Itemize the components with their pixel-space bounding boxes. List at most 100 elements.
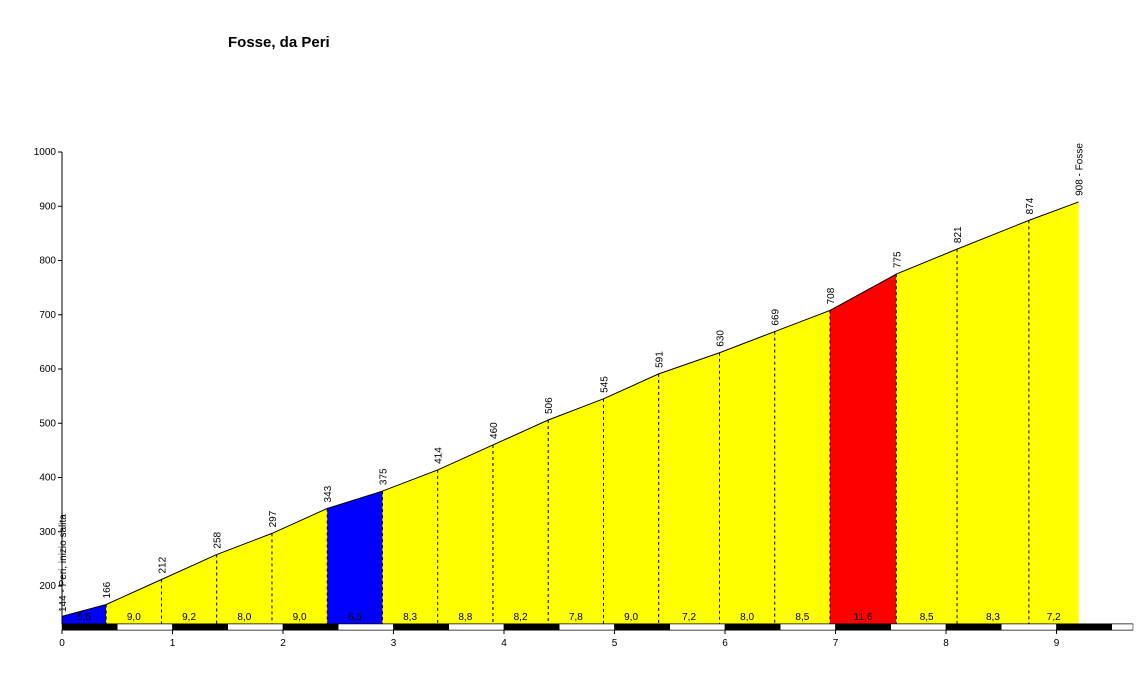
segment-fill bbox=[658, 352, 720, 624]
gradient-label: 9,0 bbox=[127, 612, 141, 623]
gradient-label: 8,5 bbox=[795, 612, 809, 623]
distance-scale-bar bbox=[172, 623, 228, 631]
x-tick-label: 2 bbox=[280, 638, 286, 649]
gradient-label: 9,2 bbox=[182, 612, 196, 623]
distance-scale-bar bbox=[61, 623, 118, 631]
gradient-labels: 5,5 9,0 9,2 8,0 9,0 6,5 8,3 8,8 8,2 7,8 9,0 7,2 8,0 8… bbox=[77, 612, 1061, 623]
gradient-label: 11,6 bbox=[854, 612, 873, 623]
y-tick-label: 1000 bbox=[34, 147, 57, 158]
distance-scale-bar bbox=[890, 623, 947, 631]
x-tick-label: 9 bbox=[1054, 638, 1060, 649]
axes: 200 300 400 500 600 700 800 900 1000 0 1 2 3 4 5 6 7 8 9 bbox=[34, 147, 1134, 649]
distance-scale-bar bbox=[945, 623, 1002, 631]
segment-fill bbox=[216, 533, 272, 624]
segment-fill bbox=[829, 274, 897, 624]
x-tick-label: 3 bbox=[391, 638, 397, 649]
distance-scale-bar bbox=[227, 623, 284, 631]
x-tick-label: 5 bbox=[612, 638, 618, 649]
y-tick-label: 900 bbox=[39, 201, 56, 212]
elevation-label: 821 bbox=[953, 226, 964, 243]
segment-dividers bbox=[105, 220, 1030, 624]
gradient-label: 8,8 bbox=[458, 612, 472, 623]
distance-scale-bar bbox=[614, 623, 670, 631]
segment-fill bbox=[271, 508, 328, 624]
distance-scale-bar bbox=[559, 623, 615, 631]
elevation-label: 375 bbox=[378, 468, 389, 485]
gradient-label: 7,2 bbox=[1047, 612, 1061, 623]
elevation-label: 630 bbox=[715, 330, 726, 347]
elevation-label: 775 bbox=[892, 251, 903, 268]
x-tick-label: 4 bbox=[501, 638, 507, 649]
elevation-labels: 144 - Peri, inizio salita 166 212 258 297 343… bbox=[58, 143, 1086, 612]
segment-fill bbox=[327, 491, 383, 624]
distance-scale-bar bbox=[1056, 623, 1112, 631]
distance-scale-bar bbox=[835, 623, 891, 631]
y-tick-label: 600 bbox=[39, 364, 56, 375]
distance-scale-bar bbox=[338, 623, 394, 631]
segment-fill bbox=[492, 420, 549, 624]
segment-fill bbox=[896, 249, 958, 624]
distance-scale-bar bbox=[1001, 623, 1057, 631]
gradient-label: 8,0 bbox=[740, 612, 754, 623]
segment-fill bbox=[382, 469, 438, 624]
elevation-label: 874 bbox=[1025, 197, 1036, 214]
y-tick-label: 300 bbox=[39, 527, 56, 538]
gradient-label: 8,2 bbox=[514, 612, 528, 623]
segment-fill bbox=[774, 310, 830, 624]
elevation-label: 166 bbox=[102, 581, 113, 598]
elevation-label: 506 bbox=[544, 397, 555, 414]
elevation-label: 545 bbox=[599, 376, 610, 393]
segment-fill bbox=[719, 331, 775, 624]
segment-fill bbox=[548, 398, 604, 624]
x-tick-label: 6 bbox=[722, 638, 728, 649]
distance-scale-bar bbox=[669, 623, 726, 631]
x-tick-label: 8 bbox=[943, 638, 949, 649]
distance-scale-bar bbox=[448, 623, 505, 631]
profile-line bbox=[61, 201, 1079, 617]
elevation-label: 591 bbox=[655, 351, 666, 368]
profile-line-group bbox=[61, 201, 1079, 617]
elevation-label: 460 bbox=[489, 422, 500, 439]
segment-fill bbox=[62, 604, 107, 624]
gradient-label: 5,5 bbox=[77, 612, 91, 623]
x-tick-label: 1 bbox=[170, 638, 176, 649]
y-tick-label: 200 bbox=[39, 581, 56, 592]
elevation-label: 908 - Fosse bbox=[1075, 143, 1086, 196]
elevation-label: 708 bbox=[826, 287, 837, 304]
segment-fill bbox=[957, 220, 1029, 624]
elevation-label: 258 bbox=[213, 531, 224, 548]
elevation-label: 212 bbox=[157, 556, 168, 573]
gradient-label: 8,0 bbox=[237, 612, 251, 623]
elevation-label: 343 bbox=[323, 485, 334, 502]
distance-scale-bar bbox=[393, 623, 449, 631]
elevation-label: 144 - Peri, inizio salita bbox=[58, 514, 69, 612]
chart-title: Fosse, da Peri bbox=[228, 34, 330, 51]
elevation-label: 414 bbox=[434, 447, 445, 464]
y-tick-label: 800 bbox=[39, 256, 56, 267]
x-tick-label: 0 bbox=[59, 638, 65, 649]
y-tick-label: 700 bbox=[39, 310, 56, 321]
distance-scale-bar bbox=[282, 623, 339, 631]
gradient-label: 6,5 bbox=[348, 612, 362, 623]
distance-scale-bar bbox=[503, 623, 560, 631]
distance-scale-bar bbox=[724, 623, 781, 631]
segment-fill bbox=[437, 444, 493, 624]
segment-fill bbox=[161, 554, 217, 624]
gradient-label: 9,0 bbox=[293, 612, 307, 623]
gradient-label: 8,3 bbox=[403, 612, 417, 623]
x-tick-label: 7 bbox=[833, 638, 839, 649]
segment-fill bbox=[106, 579, 162, 624]
gradient-label: 9,0 bbox=[624, 612, 638, 623]
elevation-label: 297 bbox=[268, 510, 279, 527]
distance-scale-bar bbox=[780, 623, 836, 631]
segment-fill bbox=[603, 373, 659, 624]
gradient-label: 8,3 bbox=[986, 612, 1000, 623]
elevation-label: 669 bbox=[771, 308, 782, 325]
distance-scale-bar bbox=[1111, 623, 1134, 631]
gradient-label: 7,2 bbox=[682, 612, 696, 623]
distance-scale-bar bbox=[117, 623, 173, 631]
segment-fills bbox=[62, 201, 1079, 624]
y-tick-label: 400 bbox=[39, 473, 56, 484]
segment-fill bbox=[1028, 201, 1079, 624]
